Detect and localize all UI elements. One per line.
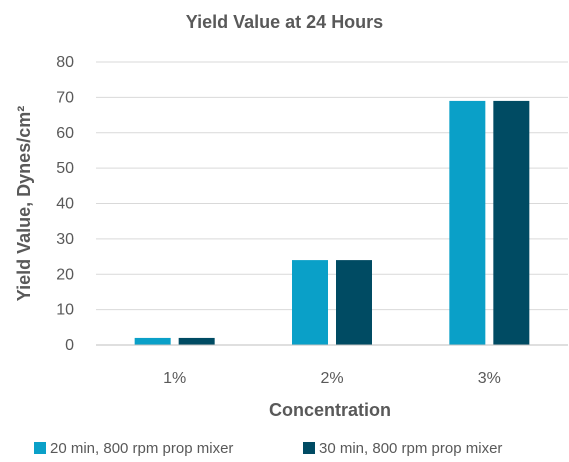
y-tick-label: 20	[56, 266, 74, 283]
y-tick-label: 30	[56, 231, 74, 248]
legend-marker	[303, 442, 315, 454]
bar	[449, 100, 486, 345]
chart-title: Yield Value at 24 Hours	[186, 12, 383, 32]
bar	[336, 260, 372, 345]
bar	[178, 337, 215, 345]
legend: 20 min, 800 rpm prop mixer 30 min, 800 rp…	[34, 440, 502, 457]
y-tick-label: 10	[56, 302, 74, 319]
y-tick-label: 0	[65, 337, 74, 354]
y-tick-label: 70	[56, 89, 74, 106]
y-tick-label: 50	[56, 160, 74, 177]
y-axis-ticks: 0 10 20 30 40 50 60 70 80	[56, 54, 74, 354]
legend-label: 20 min, 800 rpm prop mixer	[50, 440, 233, 457]
legend-label: 30 min, 800 rpm prop mixer	[319, 440, 502, 457]
y-tick-label: 40	[56, 196, 74, 213]
bar	[493, 100, 530, 345]
x-tick-label: 2%	[320, 370, 343, 387]
x-tick-label: 1%	[163, 370, 186, 387]
x-tick-label: 3%	[478, 370, 501, 387]
x-axis-ticks: 1% 2% 3%	[163, 370, 501, 387]
legend-marker	[34, 442, 46, 454]
y-tick-label: 60	[56, 125, 74, 142]
bars	[134, 100, 530, 345]
y-tick-label: 80	[56, 54, 74, 71]
y-axis-label: Yield Value, Dynes/cm²	[14, 106, 34, 301]
bar	[134, 337, 171, 345]
x-axis-label: Concentration	[269, 400, 391, 420]
gridlines	[96, 61, 568, 311]
bar	[292, 260, 328, 345]
